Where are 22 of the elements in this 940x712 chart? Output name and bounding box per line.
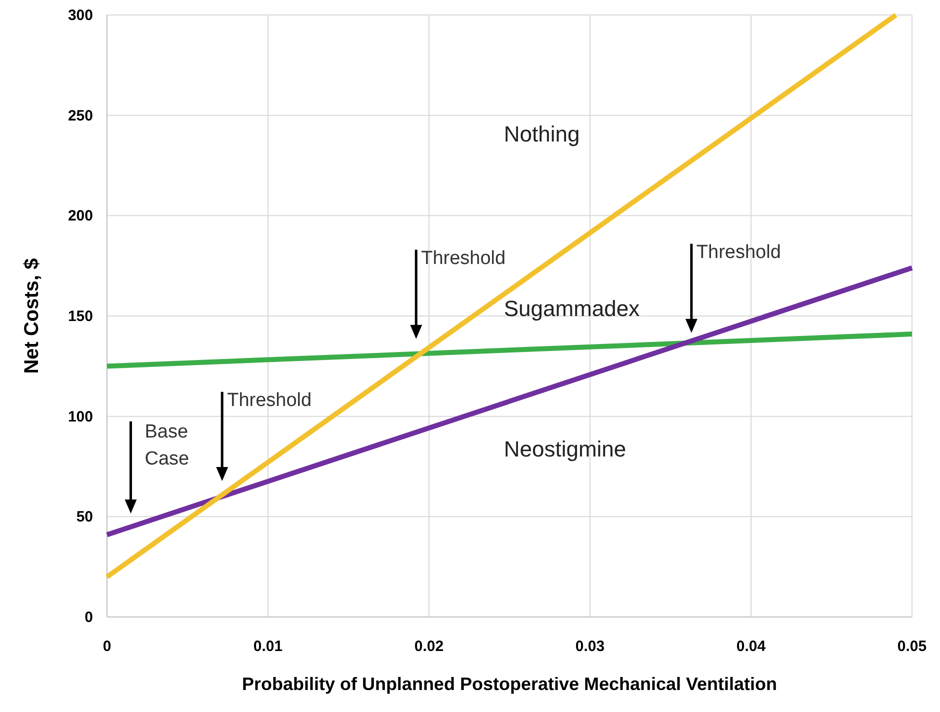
annotation: Threshold — [421, 248, 506, 269]
x-tick-label: 0 — [102, 638, 112, 655]
annotation: Base Case — [144, 421, 190, 470]
x-axis-title: Probability of Unplanned Postoperative Mechanical Ventilation — [242, 674, 778, 694]
annotation: Neostigmine — [504, 436, 626, 462]
x-tick-label: 0.02 — [414, 638, 444, 655]
x-tick-label: 0.04 — [736, 638, 766, 655]
annotation: Nothing — [504, 121, 580, 146]
y-axis-title: Net Costs, $ — [21, 258, 43, 374]
y-tick-label: 200 — [68, 208, 93, 225]
x-tick-label: 0.01 — [253, 638, 283, 655]
x-tick-label: 0.03 — [575, 638, 605, 655]
y-tick-label: 300 — [68, 7, 93, 24]
y-tick-label: 50 — [76, 508, 93, 526]
annotation: Sugammadex — [504, 296, 640, 321]
annotation: Threshold — [696, 242, 781, 263]
x-tick-label: 0.05 — [897, 638, 927, 655]
y-tick-label: 0 — [84, 609, 93, 626]
y-tick-label: 250 — [68, 107, 93, 124]
y-tick-label: 150 — [68, 308, 93, 325]
y-tick-label: 100 — [68, 408, 93, 426]
annotation: Threshold — [227, 390, 312, 411]
